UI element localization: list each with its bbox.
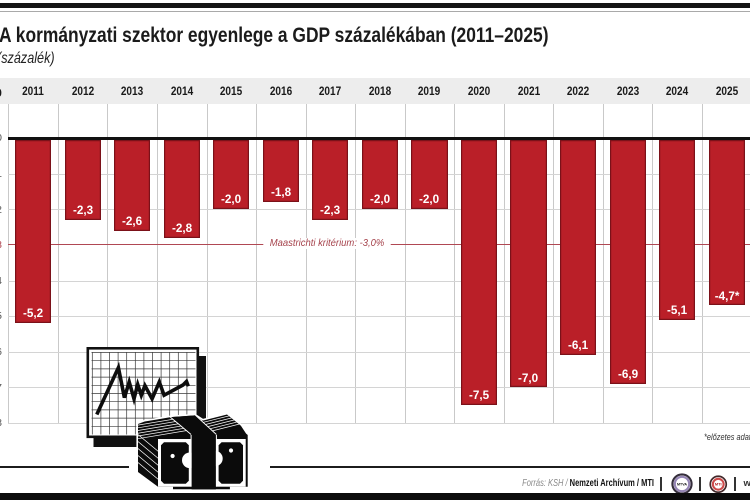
svg-text:MTI: MTI	[715, 481, 722, 486]
svg-text:MTVA: MTVA	[677, 482, 687, 486]
